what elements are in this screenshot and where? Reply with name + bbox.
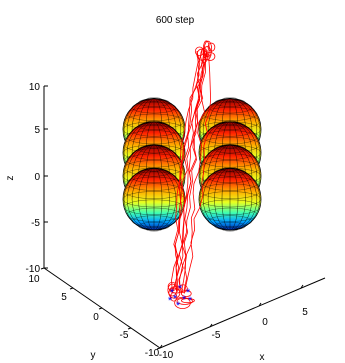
x-tick-mark <box>258 302 262 307</box>
trajectory-loop <box>169 286 183 294</box>
start-marker: * <box>176 300 181 312</box>
trajectory-loop <box>174 296 191 309</box>
x-tick-label: -5 <box>212 330 221 341</box>
sphere <box>198 167 262 232</box>
start-marker: * <box>178 283 183 295</box>
x-tick-label: -10 <box>159 350 174 361</box>
y-axis-label: y <box>91 350 96 361</box>
x-tick-mark <box>159 344 163 349</box>
start-marker: * <box>170 287 175 299</box>
y-tick-mark <box>127 327 132 330</box>
y-tick-label: -10 <box>145 348 160 359</box>
start-marker: * <box>182 294 187 306</box>
y-tick-mark <box>156 347 161 350</box>
trajectory-line <box>172 51 201 291</box>
trajectory-loop <box>204 51 216 61</box>
trajectory <box>167 40 216 309</box>
y-tick-mark <box>98 307 103 310</box>
y-tick-label: 5 <box>61 292 67 303</box>
trajectory-loop <box>181 290 192 297</box>
x-tick-label: 0 <box>262 317 268 328</box>
x-axis-line <box>159 277 326 349</box>
spheres <box>122 97 262 232</box>
start-marker: * <box>188 295 193 307</box>
trajectory-loop <box>176 297 193 305</box>
y-tick-mark <box>40 267 45 270</box>
trajectory-loop <box>203 40 213 58</box>
trajectory-loop <box>178 284 188 293</box>
z-tick-label: -5 <box>31 218 40 229</box>
z-ticks: 10 5 0 -5 -10 <box>26 82 48 275</box>
trajectory-line <box>175 51 204 292</box>
x-axis-label: x <box>260 352 265 363</box>
trajectory-loop <box>167 283 178 297</box>
z-tick-label: 5 <box>34 125 40 136</box>
y-tick-label: -5 <box>120 330 129 341</box>
start-marker: * <box>186 287 191 299</box>
trajectory-loop <box>196 48 208 61</box>
start-marker: * <box>168 295 173 307</box>
start-markers: * * ** ** ** <box>168 283 193 312</box>
y-ticks: 10 5 0 -5 -10 <box>28 267 161 359</box>
y-tick-mark <box>69 287 74 290</box>
trajectory-line <box>180 50 208 294</box>
trajectory-loop <box>207 42 216 52</box>
x-tick-mark <box>209 323 213 328</box>
z-tick-label: 0 <box>34 172 40 183</box>
trajectory-line <box>171 51 199 293</box>
x-ticks: -10 -5 0 5 <box>159 284 308 361</box>
y-tick-label: 0 <box>93 312 99 323</box>
trajectory-line <box>175 49 205 292</box>
start-marker: * <box>173 293 178 305</box>
trajectory-line <box>183 49 212 294</box>
x-tick-label: 5 <box>302 307 308 318</box>
z-tick-label: 10 <box>29 82 41 93</box>
sphere <box>122 167 186 232</box>
y-tick-label: 10 <box>28 274 40 285</box>
x-tick-mark <box>300 284 304 289</box>
trajectory-loop <box>168 287 181 299</box>
trajectory-line <box>183 51 207 292</box>
z-axis-label: z <box>5 176 16 181</box>
z-tick-label: -10 <box>26 264 41 275</box>
chart-title: 600 step <box>156 15 195 26</box>
